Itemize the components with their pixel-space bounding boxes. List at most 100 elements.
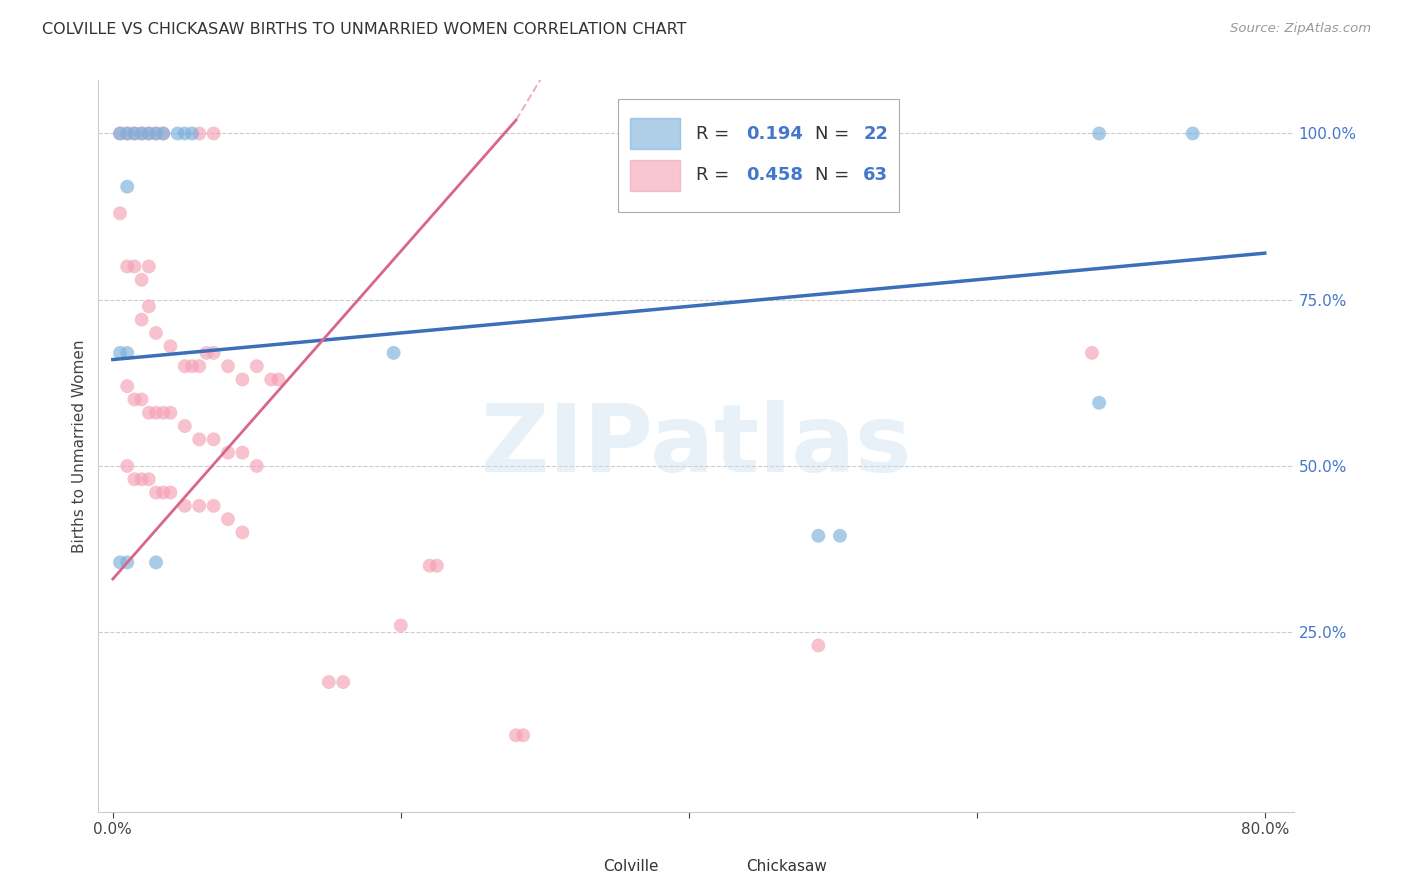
Point	[202, 499, 225, 513]
FancyBboxPatch shape	[630, 160, 681, 191]
Point	[828, 529, 851, 543]
Text: ZIPatlas: ZIPatlas	[481, 400, 911, 492]
Point	[267, 372, 290, 386]
Point	[115, 379, 138, 393]
Point	[217, 512, 239, 526]
Point	[145, 326, 167, 340]
Point	[108, 206, 131, 220]
Point	[115, 555, 138, 569]
Point	[115, 127, 138, 141]
Point	[108, 127, 131, 141]
Point	[231, 525, 253, 540]
Point	[131, 273, 153, 287]
Point	[188, 433, 211, 447]
Point	[131, 127, 153, 141]
Text: R =: R =	[696, 125, 735, 143]
Point	[382, 346, 405, 360]
Point	[115, 127, 138, 141]
Point	[138, 299, 160, 313]
Point	[181, 359, 204, 374]
FancyBboxPatch shape	[557, 850, 596, 883]
Point	[152, 406, 174, 420]
Point	[246, 359, 269, 374]
Point	[419, 558, 441, 573]
Text: 22: 22	[863, 125, 889, 143]
Point	[389, 618, 412, 632]
Point	[131, 472, 153, 486]
Point	[145, 406, 167, 420]
Point	[115, 179, 138, 194]
Point	[124, 392, 146, 407]
Point	[108, 346, 131, 360]
Point	[505, 728, 527, 742]
Point	[173, 127, 195, 141]
Text: 0.458: 0.458	[747, 167, 803, 185]
Point	[131, 127, 153, 141]
Point	[124, 472, 146, 486]
Text: Source: ZipAtlas.com: Source: ZipAtlas.com	[1230, 22, 1371, 36]
Point	[159, 485, 181, 500]
Point	[173, 359, 195, 374]
Point	[159, 406, 181, 420]
Point	[426, 558, 449, 573]
Point	[332, 675, 354, 690]
Point	[108, 555, 131, 569]
Point	[217, 359, 239, 374]
Point	[512, 728, 534, 742]
FancyBboxPatch shape	[700, 850, 740, 883]
Point	[1081, 346, 1104, 360]
Point	[159, 339, 181, 353]
Point	[231, 372, 253, 386]
Point	[195, 346, 218, 360]
Point	[202, 127, 225, 141]
Point	[138, 472, 160, 486]
Point	[260, 372, 283, 386]
Point	[202, 346, 225, 360]
Point	[115, 458, 138, 473]
Point	[217, 445, 239, 459]
Text: 0.194: 0.194	[747, 125, 803, 143]
Point	[246, 458, 269, 473]
Text: N =: N =	[815, 125, 855, 143]
Point	[202, 433, 225, 447]
Text: 63: 63	[863, 167, 889, 185]
Point	[115, 260, 138, 274]
Point	[145, 127, 167, 141]
Point	[1181, 127, 1204, 141]
Point	[131, 392, 153, 407]
FancyBboxPatch shape	[630, 119, 681, 149]
Point	[1088, 396, 1111, 410]
Point	[124, 260, 146, 274]
Text: Colville: Colville	[603, 859, 658, 874]
Point	[318, 675, 340, 690]
FancyBboxPatch shape	[619, 99, 900, 212]
Point	[115, 346, 138, 360]
Point	[231, 445, 253, 459]
Text: COLVILLE VS CHICKASAW BIRTHS TO UNMARRIED WOMEN CORRELATION CHART: COLVILLE VS CHICKASAW BIRTHS TO UNMARRIE…	[42, 22, 686, 37]
Point	[807, 639, 830, 653]
Point	[108, 127, 131, 141]
Point	[131, 312, 153, 326]
Point	[145, 127, 167, 141]
Point	[124, 127, 146, 141]
Point	[138, 127, 160, 141]
Point	[152, 127, 174, 141]
Point	[138, 260, 160, 274]
Point	[181, 127, 204, 141]
Text: Chickasaw: Chickasaw	[747, 859, 827, 874]
Point	[152, 127, 174, 141]
Point	[145, 555, 167, 569]
Point	[138, 406, 160, 420]
Point	[124, 127, 146, 141]
Point	[138, 127, 160, 141]
Point	[807, 529, 830, 543]
Point	[1088, 127, 1111, 141]
Point	[188, 359, 211, 374]
Point	[188, 127, 211, 141]
Point	[173, 419, 195, 434]
Point	[152, 485, 174, 500]
Y-axis label: Births to Unmarried Women: Births to Unmarried Women	[72, 339, 87, 553]
Text: R =: R =	[696, 167, 735, 185]
Point	[166, 127, 188, 141]
Point	[145, 485, 167, 500]
